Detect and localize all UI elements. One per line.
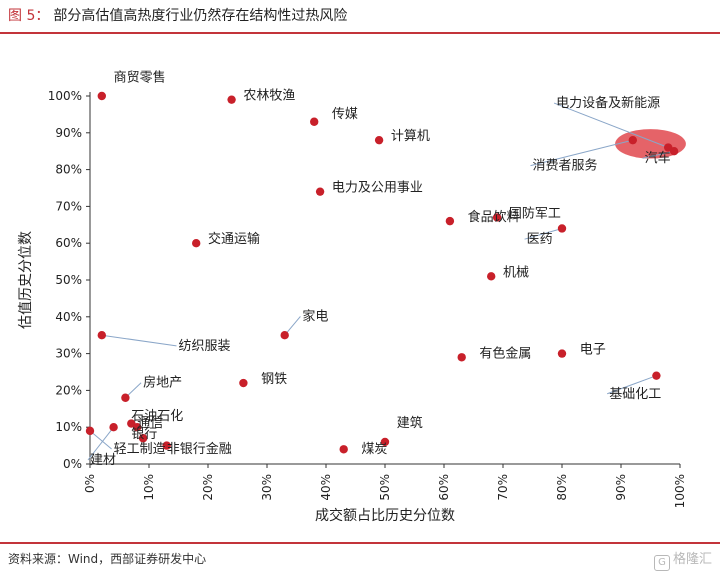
point-label: 银行 [131,427,157,442]
watermark-text: 格隆汇 [672,552,712,567]
x-tick-label: 50% [378,474,392,501]
point-label: 建筑 [397,415,423,431]
point-label: 汽车 [645,150,671,166]
data-point [374,135,384,145]
point-label: 煤炭 [361,442,387,457]
data-point [315,187,325,196]
data-point [487,272,496,281]
y-tick-label: 10% [55,420,82,434]
leader-line [530,139,633,167]
point-label: 电力设备及新能源 [556,95,660,111]
x-tick-label: 20% [201,474,215,501]
scatter-chart: 0% 10% 20% 30% 40% 50% 60% 70% 80% 90% 100% 0% 10% 20… [18,69,687,524]
point-label: 电子 [580,343,606,358]
leader-line [101,334,177,347]
data-point [239,378,248,388]
data-point [457,353,466,362]
y-tick-label: 0% [63,457,82,471]
data-point [557,349,567,358]
point-label: 轻工制造 [114,442,166,457]
point-label: 建材 [90,453,116,468]
leader-lines [87,102,675,461]
data-point [628,135,637,145]
y-axis-label: 估值历史分位数 [18,231,34,329]
point-label: 家电 [302,308,328,324]
x-tick-label: 60% [437,474,451,501]
x-tick-label: 90% [614,474,628,501]
data-point [121,393,130,402]
x-tick-label: 80% [555,474,569,501]
data-point [85,426,95,436]
leader-line [524,227,563,240]
data-point [310,117,319,126]
figure-title-text: 部分高估值高热度行业仍然存在结构性过热风险 [53,8,348,24]
leader-line [607,375,657,395]
data-point [557,224,567,233]
leader-line [89,430,112,450]
data-point [133,423,142,432]
watermark-logo-icon: G [653,555,670,571]
data-point [97,91,107,101]
point-label: 农林牧渔 [243,89,295,104]
data-point [669,147,679,156]
data-point [492,213,502,222]
y-tick-label: 100% [48,89,82,103]
data-point [339,445,348,454]
x-tick-label: 30% [260,474,274,501]
footer: 资料来源：Wind，西部证券研发中心 G 格隆汇 [0,542,720,572]
data-point [138,434,148,443]
leader-line [642,150,675,159]
point-label: 电力及公用事业 [332,181,423,196]
point-label: 国防军工 [509,205,561,221]
figure-title: 图 5： 部分高估值高热度行业仍然存在结构性过热风险 [0,0,720,34]
y-tick-label: 20% [55,383,82,397]
source-note: 资料来源：Wind，西部证券研发中心 [8,552,207,566]
point-label: 非银行金融 [167,441,232,457]
y-tick-label: 80% [55,163,82,177]
y-tick-label: 50% [55,273,82,287]
data-point [97,331,107,340]
figure-number: 图 5： [8,8,50,24]
x-axis-label: 成交额占比历史分位数 [315,507,455,524]
point-label: 医药 [527,232,553,247]
y-tick-label: 90% [55,126,82,140]
data-point [109,423,118,432]
point-label: 消费者服务 [533,158,598,174]
point-label: 计算机 [391,129,430,144]
leader-line [553,102,669,148]
y-tick-label: 70% [55,199,82,213]
point-label: 房地产 [143,375,182,391]
point-label: 交通运输 [208,231,260,247]
y-tick-label: 40% [55,310,82,324]
x-tick-label: 0% [83,474,97,493]
watermark: G 格隆汇 [653,548,712,571]
point-label: 机械 [503,265,529,280]
point-label: 石油石化 [131,409,183,424]
data-point [162,441,171,450]
point-label: 有色金属 [479,345,531,361]
data-point [280,331,289,340]
data-point [192,239,201,248]
point-label: 食品饮料 [468,209,520,225]
data-point [227,95,236,104]
x-tick-label: 10% [142,474,156,501]
point-label: 钢铁 [261,372,287,387]
leader-line [87,426,114,461]
x-tick-label: 100% [673,474,687,508]
axes: 0% 10% 20% 30% 40% 50% 60% 70% 80% 90% 100% 0% 10% 20… [48,89,687,508]
data-point [652,371,661,380]
point-label: 传媒 [332,107,358,122]
x-tick-label: 70% [496,474,510,501]
y-tick-label: 60% [55,236,82,250]
x-tick-label: 40% [319,474,333,501]
data-point [445,216,455,226]
data-points [85,91,679,454]
point-label: 商贸零售 [114,69,166,85]
point-label: 通信 [137,416,163,431]
y-tick-label: 30% [55,347,82,361]
point-label: 纺织服装 [179,339,231,354]
point-label: 基础化工 [609,387,661,402]
data-point [380,437,390,447]
